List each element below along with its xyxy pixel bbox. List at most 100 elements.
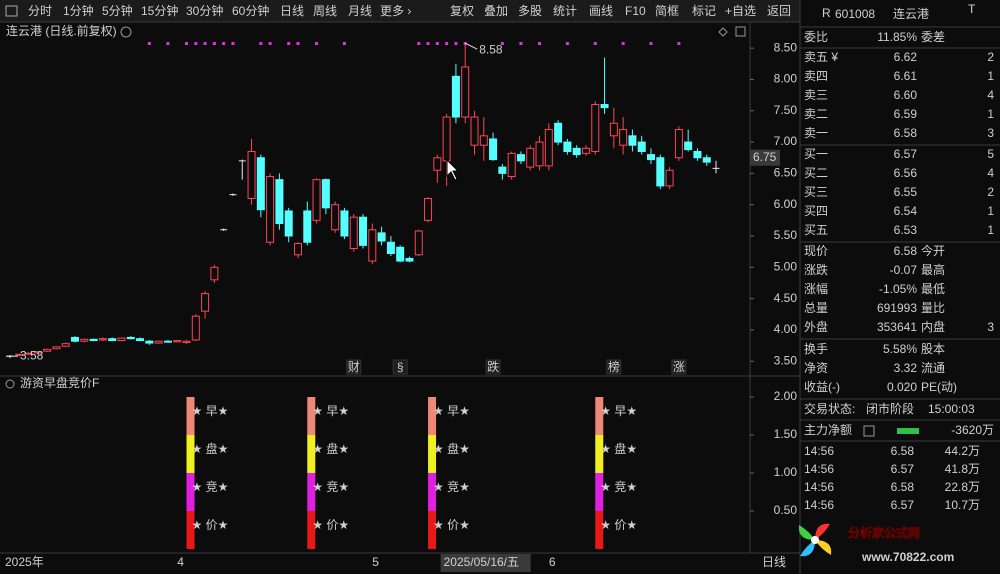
x-tick-label: 6 xyxy=(549,555,556,569)
y-tick-label: 8.50 xyxy=(774,40,798,54)
tool-button[interactable]: 多股 xyxy=(518,4,542,18)
window-icon[interactable] xyxy=(735,26,746,37)
signal-dot xyxy=(445,42,449,45)
signal-dot xyxy=(649,42,653,45)
tool-button[interactable]: 叠加 xyxy=(484,4,508,18)
x-tick-label: 2025年 xyxy=(5,555,44,569)
signal-label: ★ 盘★ xyxy=(312,441,349,456)
tool-button[interactable]: 简框 xyxy=(655,4,679,18)
candle-body xyxy=(609,122,618,137)
event-marker-box[interactable] xyxy=(346,359,362,375)
tool-button[interactable]: 返回 xyxy=(767,4,791,18)
period-button[interactable]: 月线 xyxy=(348,4,372,18)
signal-label: ★ 竞★ xyxy=(192,480,229,494)
candle-body xyxy=(516,154,525,162)
event-marker[interactable]: 涨 xyxy=(673,359,685,374)
tool-button[interactable]: 复权 xyxy=(450,4,474,18)
signal-dot xyxy=(147,42,151,45)
period-label[interactable]: 日线 xyxy=(762,555,786,569)
signal-label: ★ 竞★ xyxy=(433,480,470,494)
signal-dot xyxy=(166,42,170,45)
candle-body xyxy=(108,338,117,342)
signal-segment xyxy=(307,397,316,435)
diamond-icon[interactable] xyxy=(718,27,728,37)
signal-segment xyxy=(428,511,437,549)
ask-volume: 4 xyxy=(987,88,994,102)
signal-dot xyxy=(203,42,207,45)
tool-button[interactable]: +自选 xyxy=(725,4,756,18)
candle-body xyxy=(591,104,600,152)
signal-segment xyxy=(428,473,437,511)
stat-label: 今开 xyxy=(921,243,945,258)
candle-body xyxy=(43,348,52,352)
event-marker[interactable]: 榜 xyxy=(608,359,620,374)
ask-label: 卖五 ¥ xyxy=(804,50,838,64)
stat-value: -0.07 xyxy=(890,263,918,277)
event-marker-box[interactable] xyxy=(671,359,687,375)
event-marker[interactable]: § xyxy=(397,360,404,374)
net-flow-icon[interactable] xyxy=(863,425,875,437)
signal-label: ★ 盘★ xyxy=(600,441,637,456)
tick-time: 14:56 xyxy=(804,480,834,494)
candle-body xyxy=(600,104,609,109)
signal-segment xyxy=(428,397,437,435)
signal-label: ★ 盘★ xyxy=(433,441,470,456)
candle-body xyxy=(24,352,33,355)
period-button[interactable]: 1分钟 xyxy=(63,3,94,18)
signal-segment xyxy=(595,511,604,549)
signal-label: ★ 早★ xyxy=(312,404,349,418)
event-marker-box[interactable] xyxy=(485,359,501,375)
dropdown-icon[interactable] xyxy=(120,26,132,38)
period-button[interactable]: 分时 xyxy=(28,4,52,18)
signal-label: ★ 早★ xyxy=(192,404,229,418)
bid-price: 6.55 xyxy=(894,185,918,199)
event-marker[interactable]: 财 xyxy=(348,360,360,374)
cursor-price-label: 6.75 xyxy=(753,150,777,164)
period-button[interactable]: 更多 › xyxy=(380,4,411,18)
indicator-icon[interactable] xyxy=(5,379,15,389)
candle-body xyxy=(498,166,507,174)
signal-segment xyxy=(595,397,604,435)
signal-label: ★ 价★ xyxy=(192,518,229,532)
signal-dot xyxy=(519,42,523,45)
signal-dot xyxy=(454,42,458,45)
signal-segment xyxy=(186,397,195,435)
tick-time: 14:56 xyxy=(804,444,834,458)
ask-price: 6.61 xyxy=(894,69,918,83)
event-marker-box[interactable] xyxy=(392,359,408,375)
period-button[interactable]: 5分钟 xyxy=(102,3,133,18)
menu-icon[interactable] xyxy=(5,5,18,17)
bid-label: 买四 xyxy=(804,204,828,218)
candle-body xyxy=(163,340,172,343)
period-button[interactable]: 30分钟 xyxy=(186,3,223,18)
ask-price: 6.62 xyxy=(894,50,918,64)
stat-value: -1.05% xyxy=(879,282,917,296)
stat-value: 6.58 xyxy=(894,244,918,258)
tool-button[interactable]: 统计 xyxy=(553,4,577,18)
tool-button[interactable]: 画线 xyxy=(589,4,613,18)
signal-dot xyxy=(342,42,346,45)
signal-segment xyxy=(307,435,316,473)
ask-volume: 3 xyxy=(987,126,994,140)
signal-dot xyxy=(259,42,263,45)
bid-price: 6.57 xyxy=(894,147,918,161)
candle-body xyxy=(303,210,312,243)
event-marker[interactable]: 跌 xyxy=(487,359,499,374)
candle-body xyxy=(247,150,256,199)
y-tick-label: 0.50 xyxy=(774,503,798,517)
stat-value: 353641 xyxy=(877,320,917,334)
candle-body xyxy=(544,129,553,167)
candle-body xyxy=(210,266,219,281)
period-button[interactable]: 周线 xyxy=(313,4,337,18)
period-button[interactable]: 15分钟 xyxy=(141,3,178,18)
y-tick-label: 4.50 xyxy=(774,291,798,305)
period-button[interactable]: 60分钟 xyxy=(232,3,269,18)
candle-body xyxy=(52,346,61,350)
candle-body xyxy=(33,351,42,354)
candle-body xyxy=(293,243,302,256)
tool-button[interactable]: 标记 xyxy=(692,4,716,18)
signal-dot xyxy=(435,42,439,45)
period-button[interactable]: 日线 xyxy=(280,4,304,18)
event-marker-box[interactable] xyxy=(606,359,622,375)
tool-button[interactable]: F10 xyxy=(625,4,646,18)
